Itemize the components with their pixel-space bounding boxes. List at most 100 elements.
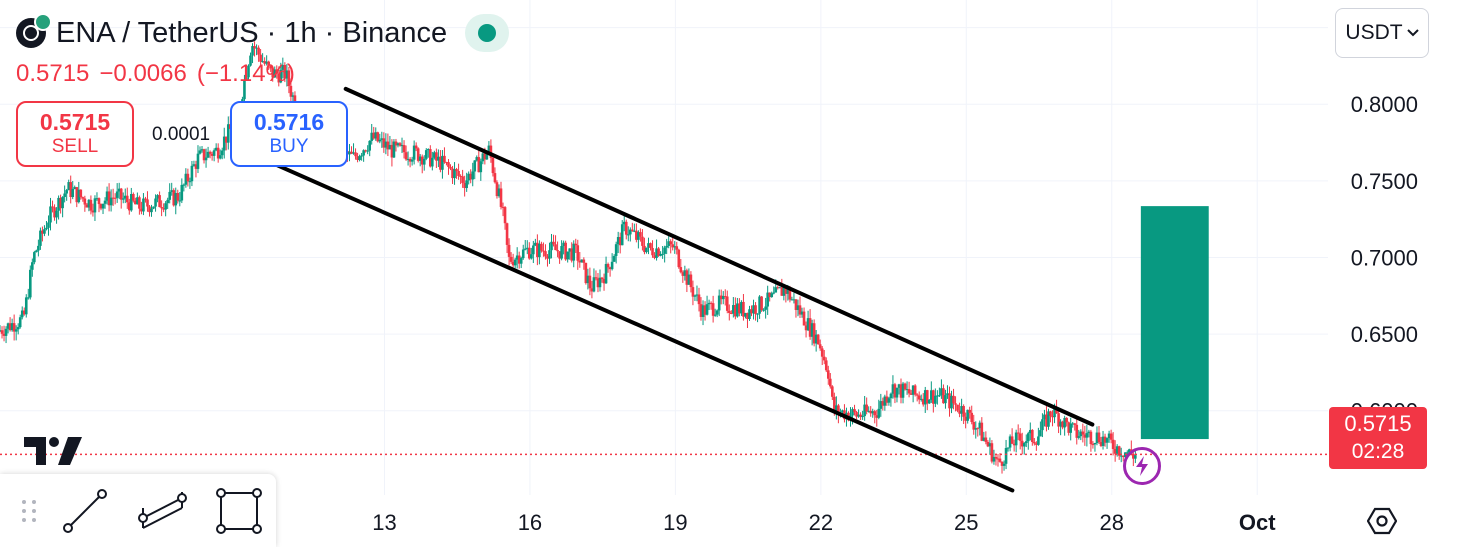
candle-body: [226, 124, 230, 143]
candle-body: [748, 309, 751, 319]
candle-body: [887, 398, 891, 403]
candle-body: [449, 166, 452, 169]
candle-body: [746, 312, 749, 319]
candle-body: [1004, 447, 1008, 464]
candle-body: [398, 143, 402, 146]
parallel-channel-icon[interactable]: [138, 488, 188, 534]
candle-body: [651, 247, 654, 256]
candle-body: [154, 198, 157, 207]
candle-body: [113, 197, 117, 199]
candle-body: [148, 206, 151, 213]
candle-body: [950, 395, 953, 409]
candle-body: [53, 207, 56, 218]
candle-body: [31, 262, 34, 270]
candle-body: [932, 390, 935, 404]
candle-body: [641, 236, 644, 246]
candle-body: [883, 396, 887, 406]
candle-body: [499, 188, 503, 207]
candle-body: [740, 301, 743, 314]
candle-body: [265, 61, 268, 64]
candle-body: [439, 156, 442, 170]
candle-body: [41, 230, 44, 234]
candle-body: [481, 153, 485, 162]
candle-body: [810, 323, 814, 337]
candle-body: [1031, 429, 1034, 443]
candle-body: [249, 55, 252, 66]
candle-body: [701, 305, 705, 317]
y-tick-label: 0.7000: [1351, 245, 1418, 270]
candle-body: [865, 404, 868, 412]
candle-body: [394, 141, 398, 146]
candle-body: [869, 410, 873, 414]
candle-body: [1022, 443, 1026, 447]
candle-body: [73, 187, 77, 189]
candle-body: [1113, 449, 1117, 454]
candle-body: [412, 145, 416, 160]
candles: [0, 41, 1137, 474]
candle-body: [562, 242, 565, 247]
candle-body: [515, 255, 519, 260]
candle-body: [968, 409, 971, 413]
candle-body: [1049, 411, 1052, 416]
candle-body: [978, 422, 982, 429]
buy-button[interactable]: 0.5716 BUY: [230, 101, 348, 167]
candle-body: [184, 173, 188, 185]
chevron-down-icon: [1406, 29, 1419, 37]
candle-body: [911, 385, 915, 395]
candle-body: [18, 317, 22, 328]
candle-body: [697, 294, 701, 305]
trend-line-icon[interactable]: [60, 488, 110, 534]
candle-body: [675, 246, 679, 250]
candle-body: [1063, 417, 1066, 428]
candle-body: [653, 255, 656, 258]
candle-body: [117, 188, 121, 192]
candle-body: [778, 287, 782, 289]
candle-body: [75, 187, 79, 203]
candle-body: [938, 395, 941, 397]
candle-body: [604, 263, 608, 284]
drag-handle-icon[interactable]: [4, 488, 54, 534]
candle-body: [1115, 446, 1119, 454]
candle-body: [954, 403, 957, 405]
candle-body: [780, 287, 784, 296]
candle-body: [895, 387, 899, 398]
candle-body: [671, 244, 675, 248]
settings-icon[interactable]: [1367, 507, 1397, 535]
candle-body: [16, 327, 20, 330]
candle-body: [833, 396, 836, 413]
candle-body: [170, 190, 174, 192]
currency-label: USDT: [1345, 21, 1403, 44]
candle-body: [742, 301, 745, 317]
candle-body: [673, 246, 677, 248]
candle-body: [923, 390, 927, 405]
candle-body: [188, 181, 192, 183]
symbol-title[interactable]: ENA / TetherUS · 1h · Binance: [56, 16, 448, 49]
buy-label: BUY: [269, 136, 309, 157]
chart-header: ENA / TetherUS · 1h · Binance: [16, 13, 510, 52]
rectangle-icon[interactable]: [214, 488, 264, 534]
candle-body: [574, 243, 578, 246]
candle-body: [907, 389, 911, 394]
candle-body: [214, 147, 218, 151]
candle-body: [1061, 421, 1064, 428]
market-status-icon[interactable]: [465, 14, 510, 52]
candle-body: [560, 246, 563, 259]
sell-button[interactable]: 0.5715 SELL: [16, 101, 134, 167]
candle-body: [43, 229, 46, 234]
candle-body: [556, 250, 559, 252]
candle-body: [695, 294, 699, 296]
candle-body: [224, 136, 228, 143]
candle-body: [443, 155, 446, 163]
candle-body: [414, 145, 418, 149]
candle-body: [1041, 419, 1044, 431]
candle-body: [505, 223, 509, 245]
candle-body: [990, 443, 994, 462]
candle-body: [831, 386, 834, 397]
candle-body: [1093, 442, 1097, 445]
candle-body: [1091, 444, 1095, 446]
candle-body: [247, 65, 250, 78]
currency-select[interactable]: USDT: [1335, 8, 1429, 58]
candle-body: [873, 411, 877, 416]
flash-icon[interactable]: [1123, 447, 1161, 485]
